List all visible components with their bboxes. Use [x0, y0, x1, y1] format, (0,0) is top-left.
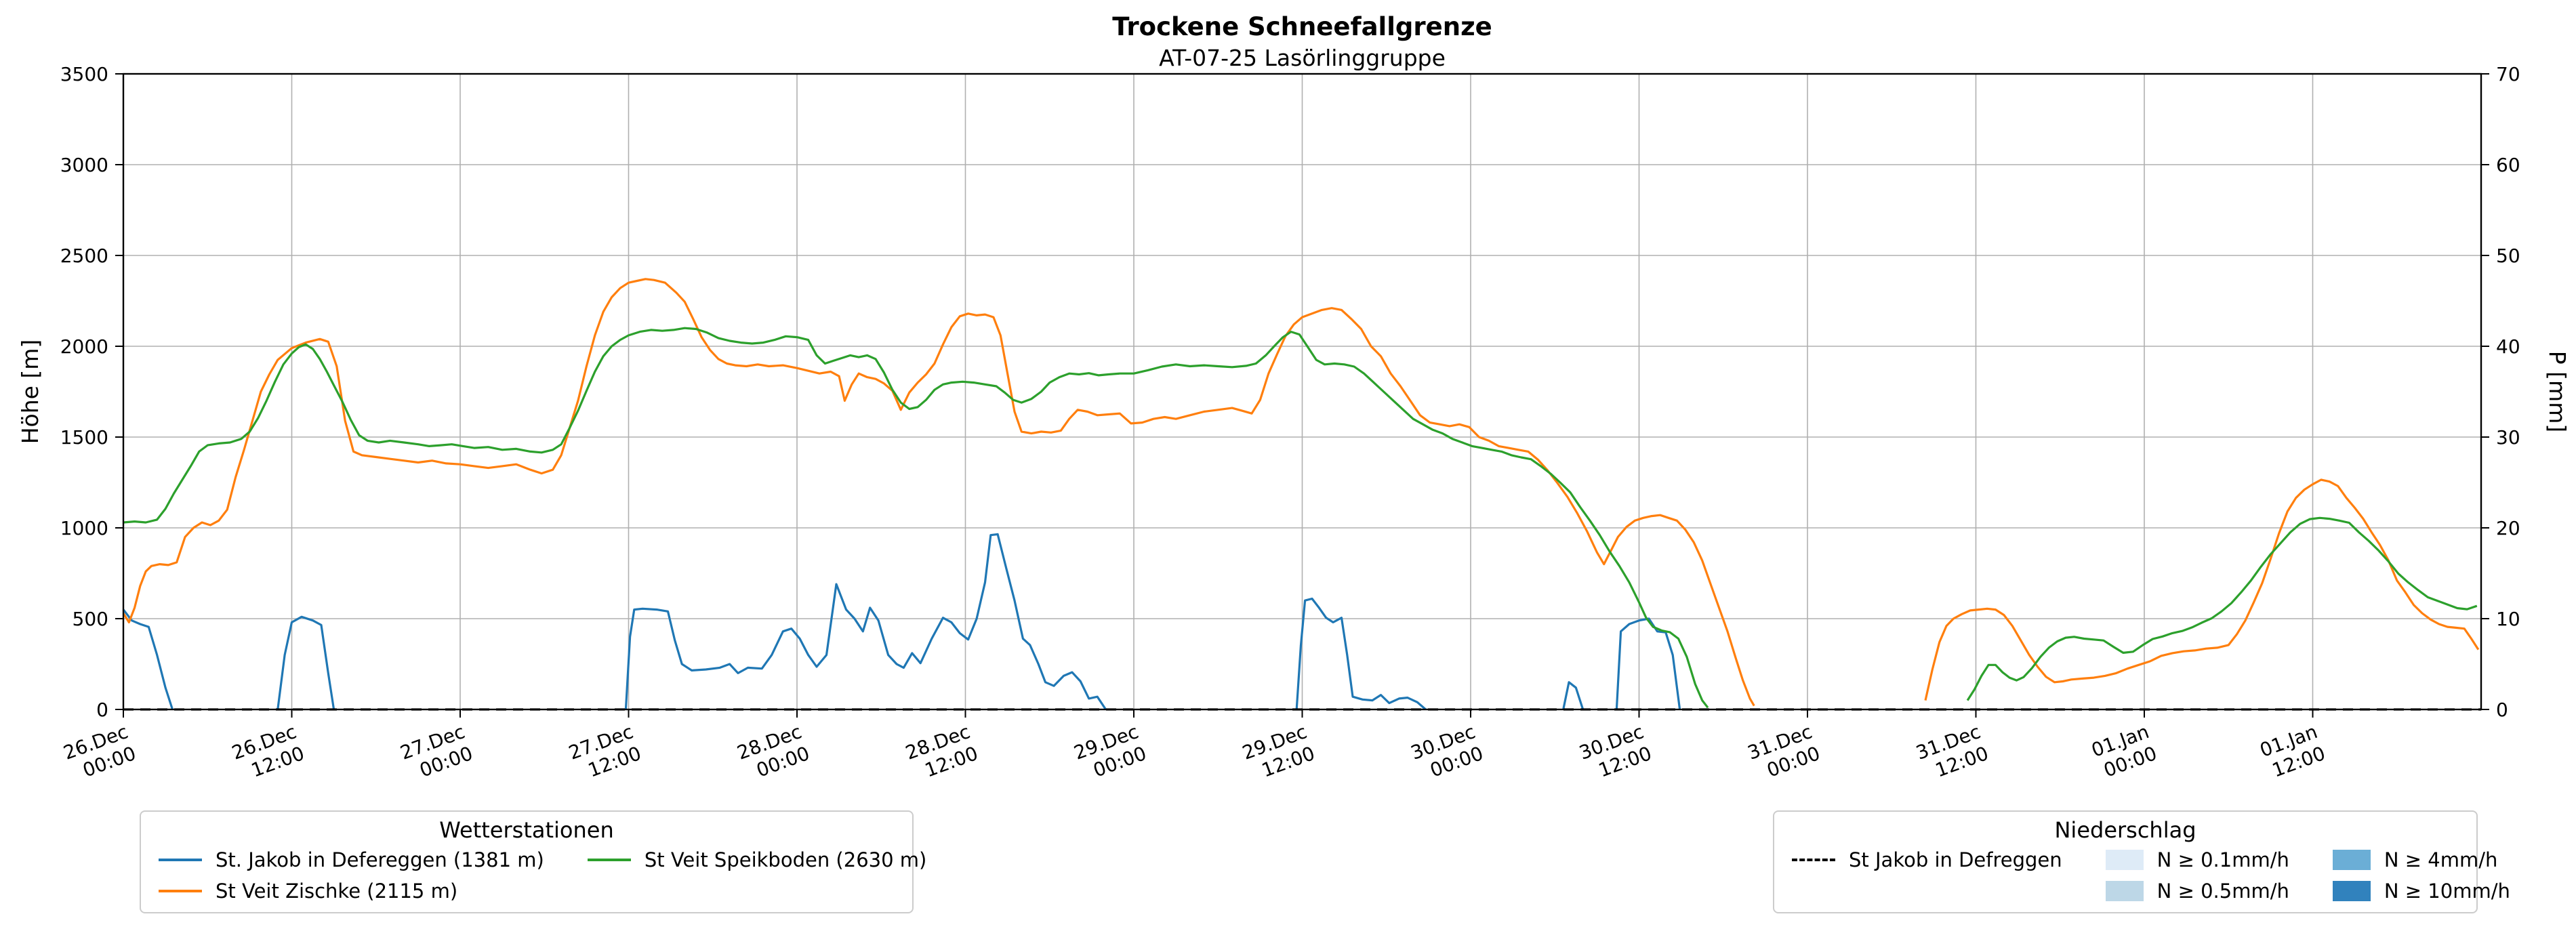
legend-niederschlag: Niederschlag St Jakob in Defreggen N ≥ 0.…: [1773, 810, 2510, 913]
x-axis: 26.Dec00:00 26.Dec12:00 27.Dec00:00 27.Dec1…: [60, 709, 2328, 786]
chart-subtitle: AT-07-25 Lasörlinggruppe: [1159, 45, 1446, 71]
legend-line-swatch: [159, 859, 202, 861]
y-tick-label-left: 1500: [60, 426, 108, 449]
x-tick-label: 01.Jan00:00: [2089, 720, 2160, 783]
legend-wetterstationen: Wetterstationen St. Jakob in Defereggen …: [140, 810, 926, 913]
x-tick-label: 26.Dec00:00: [60, 720, 139, 786]
x-tick-label: 27.Dec12:00: [566, 720, 645, 786]
y-tick-label-left: 0: [96, 699, 108, 721]
x-tick-label: 31.Dec00:00: [1744, 720, 1823, 786]
legend-patch-swatch: [2332, 881, 2371, 901]
x-tick-label: 29.Dec12:00: [1240, 720, 1318, 786]
legend-label: N ≥ 10mm/h: [2384, 880, 2510, 903]
y-tick-label-right: 60: [2496, 154, 2520, 176]
series-line: [1615, 617, 1681, 710]
y-tick-label-left: 1000: [60, 517, 108, 539]
legend-item: St Veit Speikboden (2630 m): [587, 848, 927, 871]
legend-niederschlag-items: St Jakob in Defreggen N ≥ 0.1mm/h N ≥ 0.5m…: [1792, 848, 2510, 903]
legend-dashed-line-swatch: [1792, 859, 1835, 861]
legend-item: N ≥ 0.5mm/h: [2105, 880, 2289, 903]
y-tick-label-left: 500: [73, 608, 108, 630]
y-tick-label-right: 50: [2496, 245, 2520, 267]
y-axis-label-right: P [mm]: [2544, 351, 2571, 432]
series-line: [1295, 597, 1427, 711]
legend-item: St Jakob in Defreggen: [1792, 848, 2062, 871]
legend-patch-swatch: [2105, 881, 2144, 901]
legend-niederschlag-title: Niederschlag: [2054, 817, 2196, 843]
legend-wetterstationen-items: St. Jakob in Defereggen (1381 m) St Veit …: [159, 848, 926, 903]
x-tick-label: 28.Dec12:00: [903, 720, 981, 786]
x-tick-label: 27.Dec00:00: [397, 720, 476, 786]
chart-title: Trockene Schneefallgrenze: [1112, 12, 1492, 41]
legend-item: St. Jakob in Defereggen (1381 m): [159, 848, 544, 871]
grid: [123, 73, 2481, 710]
y-axis-label-left: Höhe [m]: [17, 339, 43, 445]
y-axis-right: 0 10 20 30 40 50 60 70: [2481, 63, 2520, 721]
legend-item: N ≥ 0.1mm/h: [2105, 848, 2289, 871]
legend-item: St Veit Zischke (2115 m): [159, 880, 544, 903]
y-tick-label-right: 70: [2496, 63, 2520, 85]
legend-label: St. Jakob in Defereggen (1381 m): [216, 848, 544, 871]
x-tick-label: 01.Jan12:00: [2257, 720, 2328, 783]
legend-line-swatch: [159, 890, 202, 892]
y-tick-label-right: 10: [2496, 608, 2520, 630]
y-tick-label-left: 3000: [60, 154, 108, 176]
series-line: [1924, 478, 2480, 701]
series-line: [122, 278, 1755, 707]
y-tick-label-left: 2000: [60, 335, 108, 358]
series-line: [123, 327, 1709, 709]
legend-item: N ≥ 10mm/h: [2332, 880, 2510, 903]
y-axis-left: 0 500 1000 1500 2000 2500 3000 3500: [60, 63, 123, 721]
legend-label: N ≥ 0.5mm/h: [2156, 880, 2289, 903]
legend-label: N ≥ 0.1mm/h: [2156, 848, 2289, 871]
y-tick-label-right: 20: [2496, 517, 2520, 539]
x-tick-label: 31.Dec12:00: [1913, 720, 1992, 786]
legend-line-swatch: [587, 859, 631, 861]
legend-label: N ≥ 4mm/h: [2384, 848, 2498, 871]
series-line: [624, 533, 1107, 710]
x-tick-label: 30.Dec00:00: [1408, 720, 1486, 786]
x-tick-label: 29.Dec00:00: [1071, 720, 1149, 786]
x-tick-label: 30.Dec12:00: [1576, 720, 1655, 786]
y-tick-label-left: 3500: [60, 63, 108, 85]
y-tick-label-left: 2500: [60, 245, 108, 267]
x-tick-label: 26.Dec12:00: [229, 720, 308, 786]
series-line: [1966, 516, 2478, 701]
y-tick-label-right: 40: [2496, 335, 2520, 358]
x-tick-label: 28.Dec00:00: [734, 720, 813, 786]
legend-item: N ≥ 4mm/h: [2332, 848, 2510, 871]
legend-label: St Veit Zischke (2115 m): [216, 880, 458, 903]
legend-patch-swatch: [2332, 850, 2371, 870]
legend-label: St Jakob in Defreggen: [1849, 848, 2062, 871]
legend-wetterstationen-title: Wetterstationen: [439, 817, 614, 843]
series-line: [122, 608, 174, 710]
legend-patch-swatch: [2105, 850, 2144, 870]
legend-label: St Veit Speikboden (2630 m): [644, 848, 927, 871]
series-line: [1562, 681, 1585, 710]
series-line: [277, 615, 335, 710]
y-tick-label-right: 30: [2496, 426, 2520, 449]
y-tick-label-right: 0: [2496, 699, 2508, 721]
